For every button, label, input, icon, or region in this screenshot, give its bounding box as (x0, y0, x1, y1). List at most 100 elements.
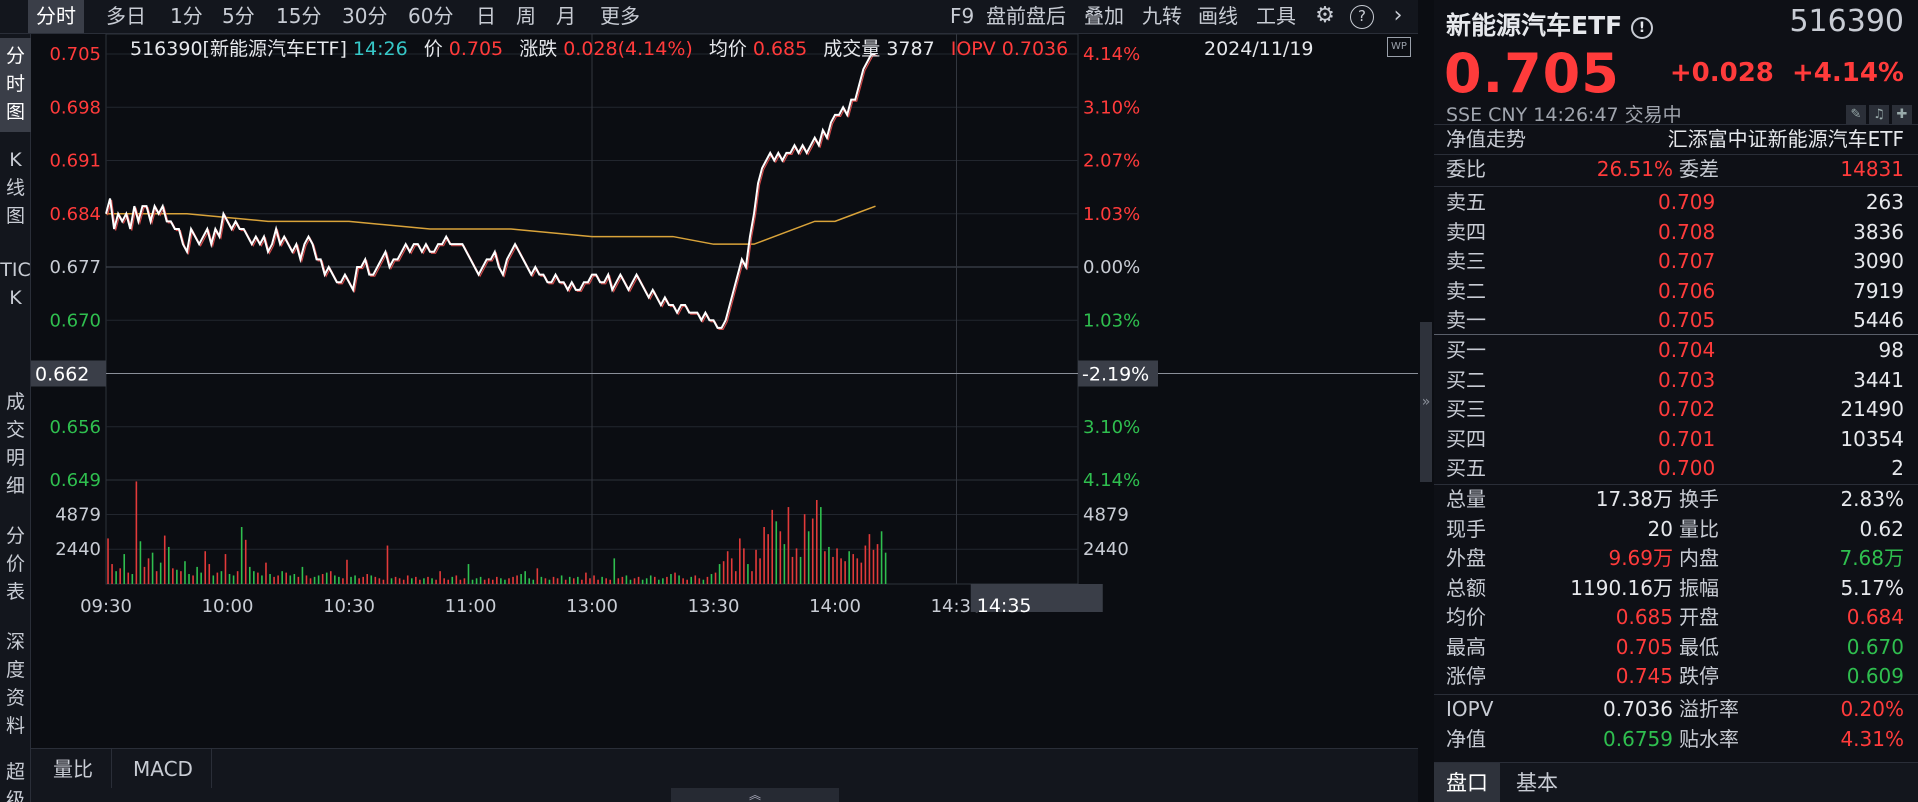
stat-label: 溢折率 (1679, 697, 1739, 721)
info-icon[interactable]: ! (1630, 17, 1653, 39)
nav-row[interactable]: 净值走势 汇添富中证新能源汽车ETF (1434, 125, 1918, 154)
bid-level-volume: 21490 (1840, 397, 1904, 421)
ask-level-row[interactable]: 卖一 0.705 5446 (1434, 306, 1918, 335)
bid-level-row[interactable]: 买五 0.700 2 (1434, 454, 1918, 483)
tab-1min[interactable]: 1分 (170, 4, 203, 28)
commission-diff: 14831 (1840, 157, 1904, 181)
info-price-label: 价 (423, 38, 443, 60)
view-side-tabs: 分时图 K线图 TICK 成交明细 分价表 深度资料 超级 (0, 34, 31, 802)
edit-icon[interactable]: ✎ (1846, 105, 1866, 125)
commission-ratio: 26.51% (1596, 157, 1673, 181)
ask-level-row[interactable]: 卖四 0.708 3836 (1434, 218, 1918, 247)
tab-order-book[interactable]: 盘口 (1434, 763, 1500, 802)
crosshair-pct-box (1078, 360, 1158, 387)
stat-row: 最高 0.705 最低 0.670 (1434, 633, 1918, 662)
bid-level-row[interactable]: 买二 0.703 3441 (1434, 366, 1918, 395)
bid-level-row[interactable]: 买一 0.704 98 (1434, 336, 1918, 365)
panel-tools: ✎ ♫ ✚ (1843, 101, 1912, 125)
volume-axis-label: 4879 (55, 504, 101, 525)
bid-level-row[interactable]: 买三 0.702 21490 (1434, 395, 1918, 424)
ask-level-row[interactable]: 卖五 0.709 263 (1434, 188, 1918, 217)
tab-15min[interactable]: 15分 (276, 4, 322, 28)
stat-row: 现手 20 量比 0.62 (1434, 515, 1918, 544)
stat-label: 换手 (1679, 487, 1719, 511)
side-tab-tick[interactable]: TICK (0, 259, 31, 309)
security-title: 新能源汽车ETF ! (1446, 6, 1653, 42)
tab-volume-ratio[interactable]: 量比 (35, 749, 112, 789)
side-tab-intraday[interactable]: 分时图 (0, 38, 31, 132)
stat-label: 均价 (1446, 605, 1486, 629)
panel-tabs: 盘口 基本 (1434, 762, 1918, 802)
price-axis-label: 0.705 (49, 44, 101, 65)
tab-30min[interactable]: 30分 (342, 4, 388, 28)
tab-month[interactable]: 月 (556, 4, 576, 28)
tab-intraday[interactable]: 分时 (28, 0, 84, 33)
crosshair-price: 0.662 (35, 364, 89, 386)
ask-level-volume: 3090 (1853, 249, 1904, 273)
intraday-chart[interactable]: 0.705 4.14% 0.698 3.10% 0.691 2.07% 0.684 1.03%… (31, 34, 1418, 748)
price-axis-label: 0.649 (49, 470, 101, 491)
ask-level-label: 卖一 (1446, 308, 1486, 332)
bid-level-label: 买一 (1446, 338, 1486, 362)
nine-turn-button[interactable]: 九转 (1142, 4, 1182, 28)
tab-macd[interactable]: MACD (115, 749, 212, 789)
side-tab-kline[interactable]: K线图 (5, 149, 25, 227)
side-tab-super[interactable]: 超级 (5, 761, 25, 802)
ask-level-row[interactable]: 卖二 0.706 7919 (1434, 277, 1918, 306)
crosshair-time: 14:35 (977, 595, 1032, 617)
gear-icon[interactable]: ⚙ (1315, 3, 1335, 28)
last-price: 0.705 (1444, 42, 1620, 105)
ask-level-row[interactable]: 卖三 0.707 3090 (1434, 247, 1918, 276)
ask-level-price: 0.709 (1658, 190, 1716, 214)
tools-button[interactable]: 工具 (1256, 4, 1296, 28)
stat-value: 0.685 (1615, 605, 1673, 629)
side-tab-price-table[interactable]: 分价表 (5, 525, 25, 603)
stat-value: 0.62 (1859, 516, 1904, 541)
chart-grid (105, 34, 1079, 585)
tab-60min[interactable]: 60分 (408, 4, 454, 28)
pct-axis-label: 3.10% (1083, 417, 1140, 438)
pre-post-market-button[interactable]: 盘前盘后 (986, 4, 1066, 28)
f9-button[interactable]: F9 (950, 4, 975, 28)
stat-row: 外盘 9.69万 内盘 7.68万 (1434, 544, 1918, 573)
x-tick-label: 09:30 (80, 596, 132, 617)
info-price: 0.705 (448, 38, 504, 60)
bid-level-label: 买五 (1446, 456, 1486, 480)
pct-axis-label: 3.10% (1083, 97, 1140, 118)
tab-5min[interactable]: 5分 (222, 4, 255, 28)
side-tab-trade-detail[interactable]: 成交明细 (5, 391, 25, 497)
expand-up-icon[interactable]: ︽ (671, 788, 839, 802)
stat-label: 内盘 (1679, 546, 1719, 570)
tab-week[interactable]: 周 (516, 4, 536, 28)
info-time: 14:26 (352, 38, 408, 60)
tab-basic-info[interactable]: 基本 (1516, 771, 1558, 795)
bid-level-label: 买三 (1446, 397, 1486, 421)
chevron-right-icon[interactable]: › (1393, 3, 1403, 28)
collapse-panel-icon[interactable]: » (1420, 322, 1432, 482)
help-icon[interactable]: ? (1350, 5, 1374, 29)
bell-icon[interactable]: ♫ (1869, 105, 1889, 125)
price-axis-label: 0.670 (49, 310, 101, 331)
add-icon[interactable]: ✚ (1892, 105, 1912, 125)
tab-more[interactable]: 更多 (600, 4, 640, 28)
stat-value: 20 (1647, 516, 1673, 541)
overlay-button[interactable]: 叠加 (1084, 4, 1124, 28)
stat-value: 0.609 (1846, 664, 1904, 688)
panel-splitter[interactable]: » (1418, 0, 1434, 802)
stat-value: 0.670 (1846, 634, 1904, 659)
tab-multi-day[interactable]: 多日 (106, 4, 146, 28)
info-iopv: 0.7036 (1001, 38, 1069, 60)
stat-row: 总额 1190.16万 振幅 5.17% (1434, 574, 1918, 603)
pct-axis-label: 2.07% (1083, 151, 1140, 172)
stat-row: 净值 0.6759 贴水率 4.31% (1434, 725, 1918, 754)
stat-label: 涨停 (1446, 664, 1486, 688)
commission-row: 委比 26.51% 委差 14831 (1434, 155, 1918, 184)
side-tab-depth-info[interactable]: 深度资料 (5, 631, 25, 737)
info-avg-label: 均价 (708, 38, 747, 60)
bid-level-row[interactable]: 买四 0.701 10354 (1434, 425, 1918, 454)
wp-icon[interactable]: WP (1387, 37, 1411, 57)
tab-day[interactable]: 日 (476, 4, 496, 28)
bid-level-price: 0.704 (1658, 338, 1716, 362)
stat-value: 9.69万 (1608, 546, 1673, 570)
draw-line-button[interactable]: 画线 (1198, 4, 1238, 28)
